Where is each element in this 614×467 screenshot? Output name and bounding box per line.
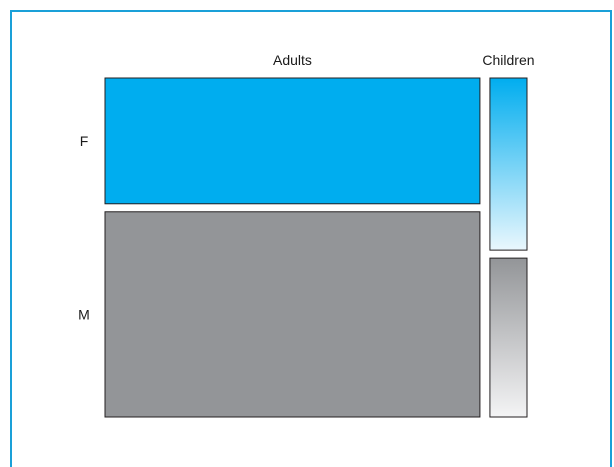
row-label-f: F — [80, 133, 89, 149]
tile-adults-m — [104, 211, 481, 418]
column-label-adults: Adults — [273, 52, 312, 68]
tile-children-f — [489, 77, 528, 251]
tile-adults-f — [104, 77, 481, 205]
row-label-m: M — [78, 306, 90, 322]
column-label-children: Children — [482, 52, 534, 68]
tile-children-m — [489, 257, 528, 418]
